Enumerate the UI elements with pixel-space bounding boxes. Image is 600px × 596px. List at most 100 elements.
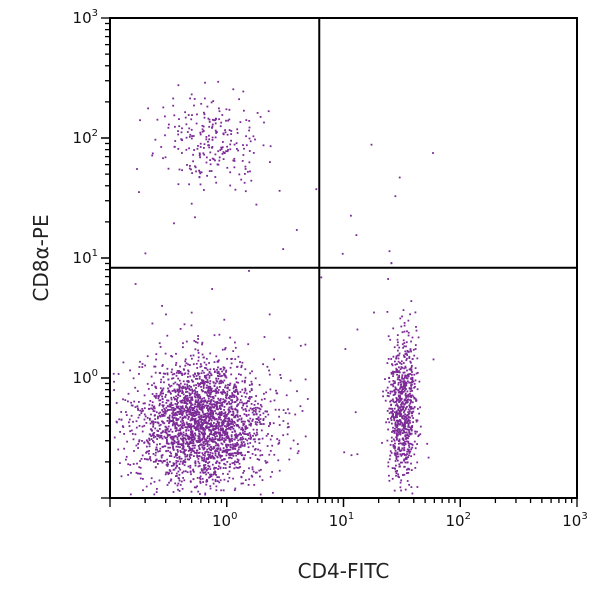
data-point [155,411,158,414]
data-point [154,421,157,424]
data-point [197,411,199,414]
data-point [403,444,406,447]
data-point [200,389,203,391]
data-point [236,397,239,400]
data-point [232,410,235,413]
data-point [232,427,235,430]
data-point [221,438,224,441]
data-point [251,468,254,471]
data-point [250,424,252,427]
data-point [186,423,189,426]
data-point [201,410,204,412]
data-point [393,447,396,450]
data-point [231,452,233,455]
data-point [148,450,150,452]
data-point [206,435,209,438]
data-point [215,423,218,425]
data-point [210,170,213,172]
data-point [403,458,406,461]
data-point [209,368,212,371]
data-point [152,436,155,439]
data-point [389,338,392,341]
data-point [177,148,180,150]
data-point [398,371,401,374]
data-point [399,419,402,422]
data-point [161,420,163,423]
data-point [250,436,252,439]
data-point [222,391,225,393]
data-point [249,442,252,444]
data-point [223,367,226,369]
data-point [146,440,149,443]
data-point [202,384,205,386]
data-point [157,450,159,453]
data-point [246,442,249,445]
data-point [396,373,398,376]
data-point [169,479,172,482]
data-point [159,393,162,396]
data-point [179,429,181,432]
data-point [215,489,218,492]
data-point [218,107,220,110]
data-point [399,406,401,409]
data-point [178,432,180,435]
data-point [198,447,201,449]
data-point [142,478,144,480]
data-point [219,375,222,378]
data-point [185,340,188,343]
data-point [181,422,184,425]
data-point [218,380,221,383]
data-point [226,420,229,423]
data-point [207,117,210,120]
data-point [221,420,224,422]
data-point [181,374,184,376]
data-point [158,372,161,374]
data-point [204,464,207,466]
data-point [393,452,396,455]
data-point [178,467,181,469]
data-point [393,432,396,434]
data-point [171,404,174,406]
data-point [139,409,142,412]
data-point [397,459,399,462]
data-point [406,448,409,451]
data-point [215,379,218,382]
data-point [239,446,242,449]
data-point [231,462,234,465]
data-point [182,386,185,389]
data-point [174,467,177,469]
data-point [236,435,239,437]
data-point [403,446,406,449]
data-point [209,451,212,454]
data-point [400,408,402,411]
data-point [242,441,245,443]
data-point [128,425,131,427]
data-point [232,387,235,390]
data-point [201,380,204,383]
data-point [172,413,175,415]
data-point [175,475,177,477]
data-point [198,170,201,173]
data-point [192,435,195,438]
data-point [397,357,400,360]
data-point [234,341,236,344]
data-point [304,343,307,346]
data-point [401,417,404,419]
data-point [208,362,210,364]
data-point [185,449,187,452]
data-point [400,386,403,389]
data-point [394,445,396,448]
data-point [211,433,214,436]
data-point [220,367,222,370]
data-point [241,436,244,439]
data-point [400,325,403,328]
data-point [177,133,180,136]
data-point [193,436,196,439]
data-point [173,388,176,391]
data-point [202,481,204,483]
data-point [400,409,403,412]
data-point [174,140,177,142]
data-point [177,372,180,374]
data-point [219,434,221,437]
data-point [224,450,226,452]
